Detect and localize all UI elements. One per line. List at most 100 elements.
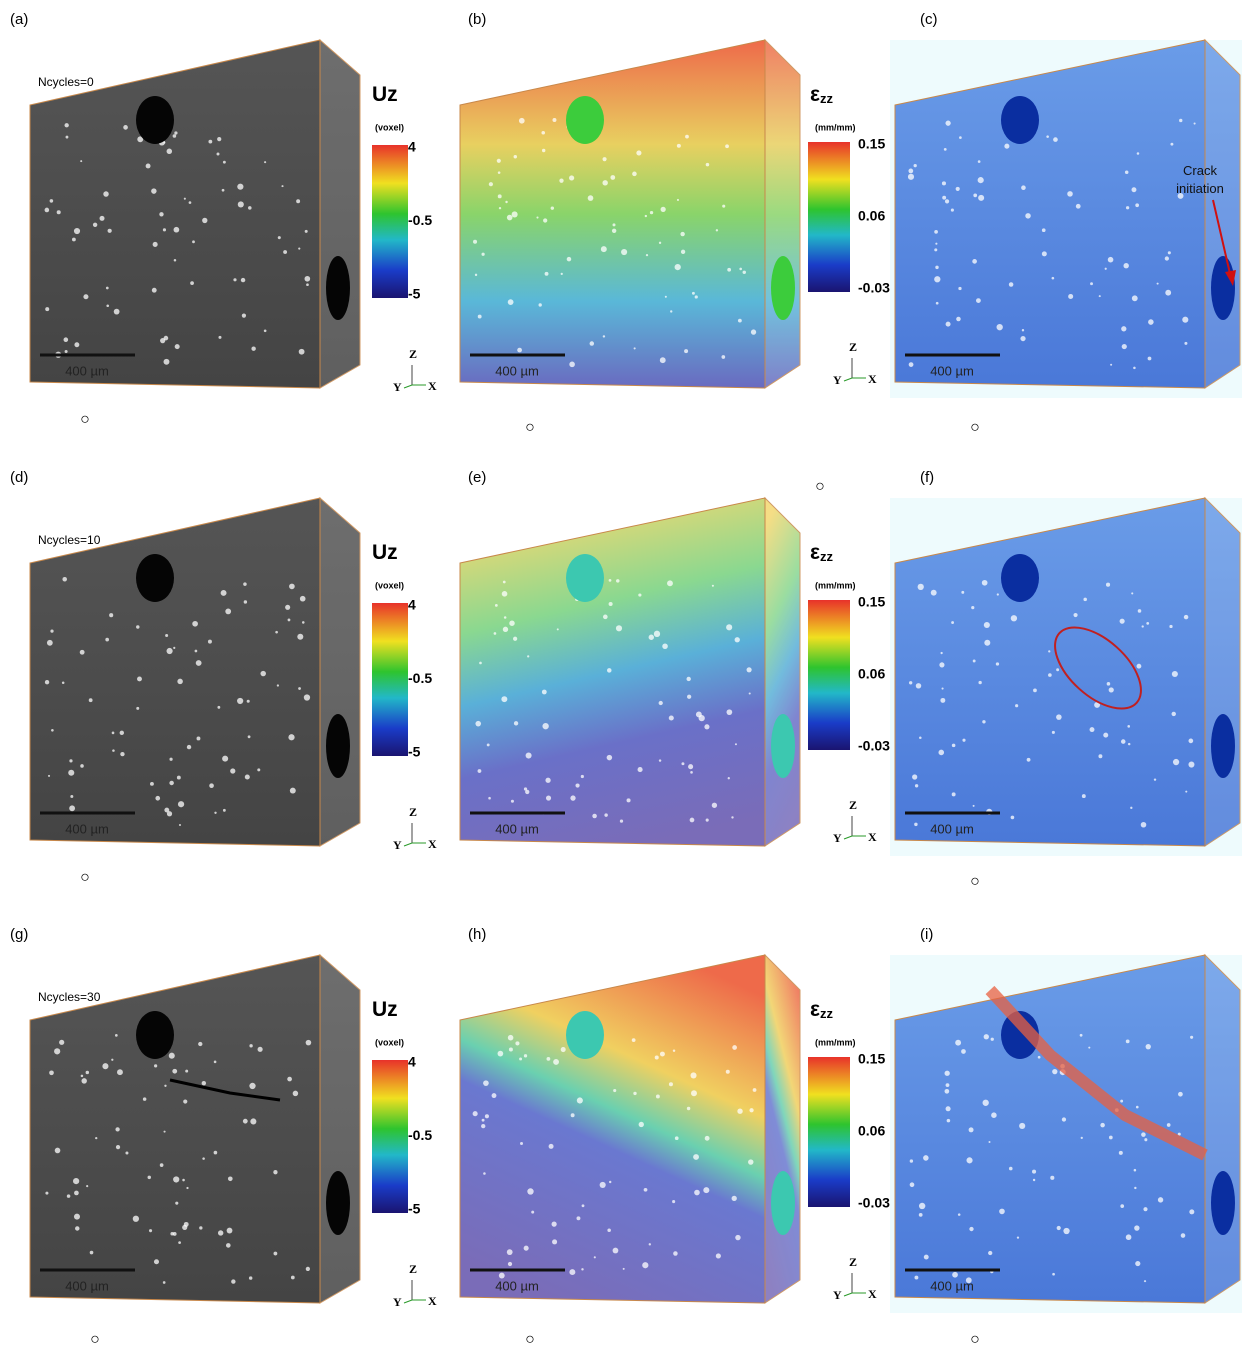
particle bbox=[1172, 758, 1180, 766]
pore bbox=[771, 714, 795, 778]
particle bbox=[566, 256, 572, 262]
particle bbox=[664, 295, 667, 298]
particle bbox=[1136, 663, 1142, 669]
colorbar-tick-label: -0.5 bbox=[408, 670, 432, 686]
particle bbox=[955, 186, 960, 191]
colorbar bbox=[808, 142, 850, 292]
particle bbox=[536, 216, 539, 219]
particle bbox=[752, 1088, 757, 1092]
particle bbox=[151, 287, 157, 293]
particle bbox=[136, 625, 140, 629]
panel-label: (d) bbox=[10, 469, 28, 486]
particle bbox=[658, 759, 662, 762]
axis-z-label: Z bbox=[849, 1255, 857, 1269]
particle bbox=[999, 1208, 1005, 1215]
particle bbox=[89, 1250, 94, 1255]
particle bbox=[237, 697, 244, 705]
particle bbox=[580, 774, 584, 779]
particle bbox=[1125, 206, 1130, 210]
particle bbox=[581, 1204, 585, 1208]
particle bbox=[513, 721, 519, 726]
particle bbox=[260, 670, 266, 677]
panel-label: (b) bbox=[468, 11, 486, 28]
pore bbox=[1001, 96, 1039, 144]
pore bbox=[566, 96, 604, 144]
colorbar-title-sub: zz bbox=[820, 549, 834, 564]
particle bbox=[88, 698, 93, 703]
particle bbox=[227, 1176, 233, 1182]
particle bbox=[1131, 592, 1134, 595]
particle bbox=[1178, 1091, 1183, 1097]
particle bbox=[1056, 714, 1062, 720]
particle bbox=[222, 808, 226, 812]
particle bbox=[1169, 624, 1173, 629]
particle bbox=[1131, 295, 1138, 302]
particle bbox=[538, 303, 542, 307]
particle bbox=[950, 208, 954, 212]
particle bbox=[973, 193, 978, 198]
colorbar bbox=[808, 1057, 850, 1207]
particle bbox=[602, 335, 606, 338]
pore bbox=[771, 1171, 795, 1235]
colorbar-tick-label: 4 bbox=[408, 1054, 416, 1070]
colorbar-tick-label: -0.03 bbox=[858, 738, 890, 754]
particle bbox=[686, 1106, 691, 1111]
particle bbox=[1090, 282, 1093, 286]
particle bbox=[515, 1041, 520, 1046]
particle bbox=[502, 626, 509, 633]
particle bbox=[251, 346, 256, 351]
scale-bar-label: 400 µm bbox=[495, 821, 539, 836]
particle bbox=[75, 1226, 80, 1231]
particle bbox=[917, 583, 924, 591]
particle bbox=[659, 1051, 665, 1057]
particle bbox=[508, 1047, 513, 1052]
particle bbox=[168, 1052, 175, 1059]
pore bbox=[326, 256, 350, 320]
particle bbox=[632, 171, 637, 177]
particle bbox=[202, 1157, 205, 1160]
colorbar-tick-label: -0.5 bbox=[408, 1127, 432, 1143]
particle bbox=[45, 1191, 49, 1195]
colorbar-tick-label: 4 bbox=[408, 139, 416, 155]
particle bbox=[951, 743, 956, 748]
particle bbox=[46, 639, 53, 646]
particle bbox=[670, 310, 673, 313]
particle bbox=[750, 329, 757, 335]
particle bbox=[1183, 614, 1189, 620]
particle bbox=[194, 649, 198, 653]
particle bbox=[1008, 282, 1014, 287]
particle bbox=[1010, 615, 1018, 622]
particle bbox=[136, 706, 140, 710]
particle bbox=[172, 134, 177, 138]
axis-y-label: Y bbox=[393, 838, 402, 852]
particle bbox=[570, 1113, 575, 1118]
colorbar-tick-label: -5 bbox=[408, 744, 421, 760]
particle bbox=[674, 1136, 679, 1141]
particle bbox=[275, 630, 278, 634]
particle bbox=[182, 1178, 185, 1182]
particle bbox=[587, 195, 594, 201]
particle bbox=[305, 1266, 310, 1272]
particle bbox=[662, 643, 668, 650]
particle bbox=[638, 1121, 644, 1128]
colorbar-unit: (voxel) bbox=[375, 580, 404, 590]
particle bbox=[978, 680, 982, 685]
particle bbox=[722, 204, 726, 208]
particle bbox=[569, 1269, 576, 1276]
particle bbox=[972, 659, 976, 663]
particle bbox=[183, 1099, 188, 1104]
marker: ○ bbox=[525, 1331, 535, 1348]
specimen-side bbox=[764, 953, 801, 1304]
particle bbox=[1056, 668, 1060, 672]
particle bbox=[248, 206, 252, 210]
particle bbox=[1067, 191, 1073, 197]
particle bbox=[991, 1112, 997, 1118]
particle bbox=[145, 163, 151, 169]
axis-y-label: Y bbox=[833, 1288, 842, 1302]
particle bbox=[303, 694, 311, 701]
axis-x-label: X bbox=[868, 830, 877, 844]
particle bbox=[1153, 778, 1157, 781]
particle bbox=[225, 608, 232, 615]
particle bbox=[546, 1057, 551, 1061]
particle bbox=[680, 249, 686, 254]
